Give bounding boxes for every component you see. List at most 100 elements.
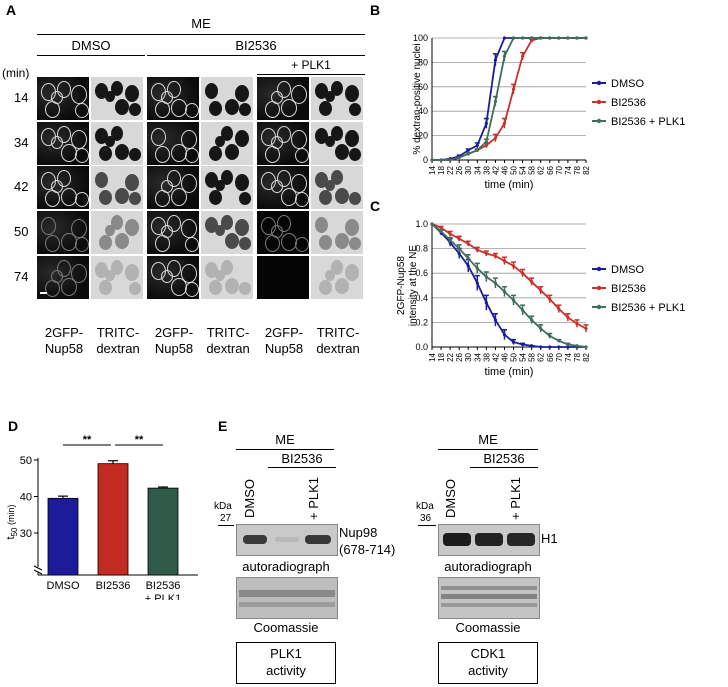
nucleus <box>61 277 77 296</box>
channel-label: TRITC-dextran <box>199 325 257 357</box>
x-tick-label: 34 <box>473 352 482 361</box>
blot-right-coomassie-label: Coomassie <box>455 620 521 635</box>
nucleus <box>271 180 283 194</box>
nucleus <box>239 192 251 206</box>
nucleus <box>185 281 199 297</box>
blot-right-marker-tick <box>418 525 436 526</box>
nucleus <box>331 259 343 275</box>
blot-left-bi: BI2536 <box>281 451 323 466</box>
data-point <box>539 345 543 349</box>
tritc-micrograph <box>201 255 253 299</box>
nucleus <box>209 279 222 295</box>
nucleus <box>345 263 359 281</box>
plk1-activity-line1: PLK1 <box>270 646 302 661</box>
nucleus <box>315 172 328 189</box>
nucleus <box>71 263 87 283</box>
nucleus <box>99 145 112 161</box>
coomassie-band <box>441 586 537 590</box>
data-point <box>520 271 525 275</box>
data-point <box>520 342 525 347</box>
nucleus <box>161 225 173 239</box>
scale-bar <box>40 291 47 294</box>
data-point <box>511 36 516 40</box>
band-lane3 <box>305 535 331 544</box>
nucleus <box>319 235 332 251</box>
data-point <box>566 342 570 347</box>
data-point <box>502 36 507 40</box>
nucleus <box>215 135 225 147</box>
nucleus <box>315 127 328 144</box>
tritc-micrograph <box>311 211 363 255</box>
gfp-micrograph <box>37 255 89 299</box>
y-tick-label: 0.6 <box>415 268 428 278</box>
data-point <box>448 232 452 236</box>
x-tick-label: 66 <box>546 165 555 174</box>
gfp-micrograph <box>147 121 199 165</box>
nucleus <box>105 91 115 102</box>
data-point <box>493 136 498 140</box>
data-point <box>466 256 470 261</box>
nucleus <box>171 188 187 207</box>
legend-marker <box>596 266 602 272</box>
tritc-micrograph <box>201 211 253 255</box>
nucleus <box>161 180 173 194</box>
data-point <box>575 344 579 348</box>
nucleus <box>155 145 170 163</box>
nucleus <box>349 147 361 161</box>
data-point <box>475 148 479 152</box>
gfp-micrograph <box>37 166 89 210</box>
gfp-micrograph <box>37 211 89 255</box>
legend-label: BI2536 <box>611 283 646 295</box>
data-point <box>530 36 534 40</box>
x-tick-label: 78 <box>573 165 582 174</box>
nucleus <box>295 237 309 253</box>
data-point <box>439 226 443 230</box>
blot-right-lane-plk1: + PLK1 <box>508 476 523 520</box>
nucleus <box>115 233 129 250</box>
nucleus <box>151 127 166 146</box>
nucleus <box>325 269 335 281</box>
nucleus <box>235 85 249 102</box>
data-point <box>466 242 470 246</box>
nucleus <box>51 91 63 104</box>
nucleus <box>345 219 359 237</box>
x-tick-label: 66 <box>546 352 555 361</box>
channel-label-line: 2GFP- <box>154 325 194 340</box>
nucleus <box>325 91 335 102</box>
blot-left-coomassie-label: Coomassie <box>253 620 319 635</box>
blot-right-lane-dmso: DMSO <box>443 479 458 518</box>
data-point <box>557 339 561 343</box>
data-point <box>502 333 507 337</box>
data-point <box>566 345 570 349</box>
nucleus <box>115 143 129 160</box>
x-axis-label: time (min) <box>485 179 534 191</box>
series-line <box>432 37 586 161</box>
channel-label-line: dextran <box>206 341 250 356</box>
panel-c-letter: C <box>370 198 381 214</box>
nucleus <box>315 217 328 234</box>
tritc-micrograph <box>311 166 363 210</box>
x-tick-label: 14 <box>428 352 437 361</box>
nucleus <box>225 233 239 250</box>
blot-right-autorad-label: autoradiograph <box>444 559 532 574</box>
blot-right-marker: 36 <box>420 513 432 524</box>
x-tick-label: 82 <box>582 352 591 361</box>
blot-left-autorad-label: autoradiograph <box>242 559 330 574</box>
x-tick-label: 70 <box>555 352 564 361</box>
nucleus <box>335 277 349 294</box>
tritc-micrograph <box>91 121 143 165</box>
nucleus <box>349 237 361 251</box>
data-point <box>493 99 498 104</box>
nucleus <box>277 215 291 233</box>
nucleus <box>105 269 115 281</box>
nucleus <box>319 190 332 206</box>
data-point <box>466 264 470 268</box>
coomassie-band <box>441 603 537 607</box>
x-tick-label: 22 <box>446 165 455 174</box>
data-point <box>548 297 552 301</box>
nucleus <box>125 85 139 102</box>
data-point <box>448 238 452 242</box>
cdk1-activity-line2: activity <box>468 663 508 678</box>
y-tick-label: 1.0 <box>415 219 428 229</box>
channel-label-line: 2GFP- <box>44 325 84 340</box>
